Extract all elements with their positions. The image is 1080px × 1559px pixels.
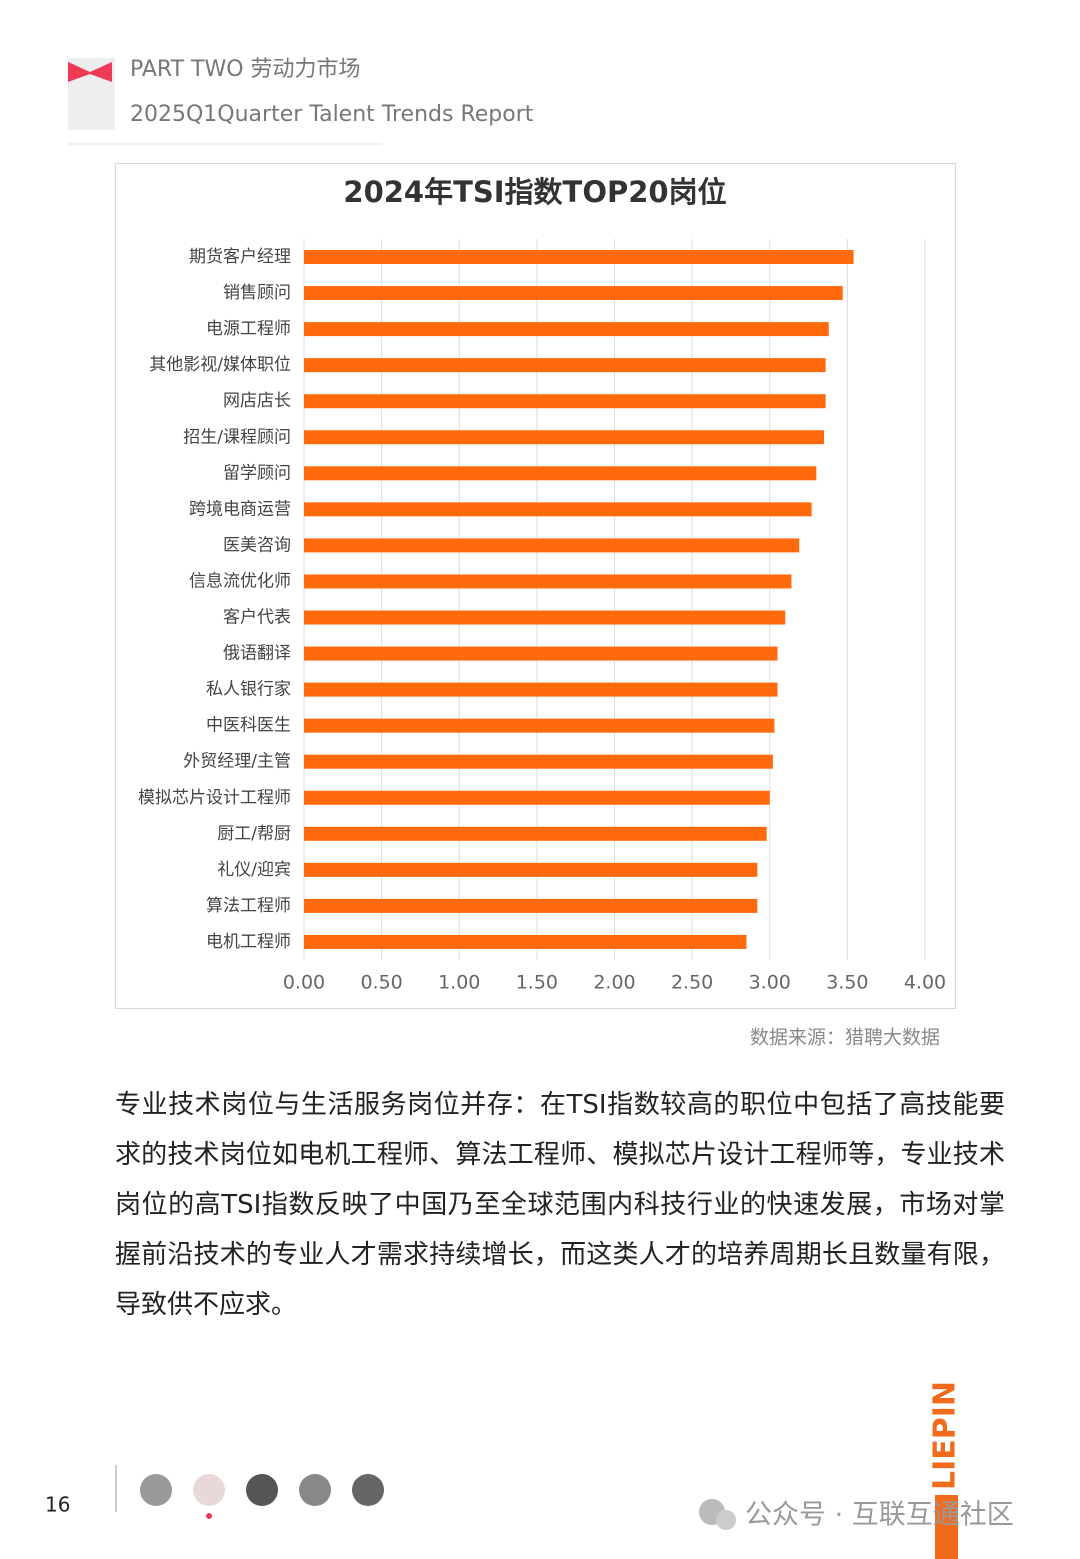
x-tick-label: 1.00 <box>438 972 480 994</box>
wechat-icon <box>716 1510 736 1530</box>
bar <box>304 934 747 949</box>
chart-title: 2024年TSI指数TOP20岗位 <box>343 175 726 209</box>
bar <box>304 322 829 337</box>
y-tick-label: 销售顾问 <box>223 283 291 303</box>
bar <box>304 358 826 373</box>
brand-bar <box>935 1495 958 1559</box>
thumb <box>140 1474 172 1506</box>
page-number: 16 <box>45 1493 70 1517</box>
x-tick-label: 3.00 <box>749 972 791 994</box>
paragraph: 专业技术岗位与生活服务岗位并存：在TSI指数较高的职位中包括了高技能要求的技术岗… <box>115 1090 1005 1320</box>
y-tick-label: 俄语翻译 <box>223 644 291 664</box>
thumb <box>246 1474 278 1506</box>
x-tick-label: 4.00 <box>904 972 946 994</box>
watermark: 公众号 · 互联互通社区 <box>745 1500 1014 1531</box>
y-tick-label: 中医科医生 <box>206 716 291 736</box>
bar <box>304 610 786 625</box>
y-tick-label: 其他影视/媒体职位 <box>149 355 291 375</box>
bar <box>304 790 770 805</box>
y-tick-label: 算法工程师 <box>206 896 291 916</box>
y-tick-label: 外贸经理/主管 <box>183 752 291 772</box>
bar <box>304 394 826 409</box>
y-tick-label: 留学顾问 <box>223 463 291 483</box>
x-tick-label: 2.50 <box>671 972 713 994</box>
bow-tie <box>68 62 112 82</box>
bar <box>304 718 775 733</box>
x-tick-label: 1.50 <box>516 972 558 994</box>
x-tick-label: 0.00 <box>283 972 325 994</box>
bar <box>304 430 825 445</box>
header-line1: PART TWO 劳动力市场 <box>130 57 361 82</box>
bar <box>304 286 843 301</box>
y-tick-label: 医美咨询 <box>223 535 291 555</box>
brand: LIEPIN <box>928 1381 963 1490</box>
bar <box>304 898 758 913</box>
y-tick-label: 厨工/帮厨 <box>217 824 291 844</box>
source: 数据来源：猎聘大数据 <box>750 1027 940 1049</box>
y-tick-label: 私人银行家 <box>206 680 291 700</box>
y-tick-label: 期货客户经理 <box>189 247 291 267</box>
y-tick-label: 电源工程师 <box>206 319 291 339</box>
plot: 0.00 0.50 1.00 1.50 2.00 2.50 3.00 3.50 4.00 期货客户… <box>138 239 946 994</box>
bar <box>304 466 817 481</box>
bar <box>304 754 773 769</box>
thumb <box>299 1474 331 1506</box>
bar <box>304 862 758 877</box>
x-tick-label: 0.50 <box>360 972 402 994</box>
bar <box>304 682 778 697</box>
thumb-dot <box>206 1513 212 1519</box>
y-tick-label: 信息流优化师 <box>189 571 291 591</box>
bar <box>304 502 812 517</box>
bar <box>304 826 767 841</box>
bar <box>304 574 792 589</box>
y-tick-label: 招生/课程顾问 <box>183 427 291 447</box>
x-tick-label: 3.50 <box>826 972 868 994</box>
header-line2: 2025Q1Quarter Talent Trends Report <box>130 102 534 127</box>
bar <box>304 646 778 661</box>
bar <box>304 250 854 264</box>
y-tick-label: 跨境电商运营 <box>189 499 291 519</box>
x-tick-label: 2.00 <box>593 972 635 994</box>
bar <box>304 538 800 553</box>
y-tick-label: 模拟芯片设计工程师 <box>138 788 291 808</box>
y-tick-label: 电机工程师 <box>206 932 291 952</box>
y-tick-label: 礼仪/迎宾 <box>217 860 291 880</box>
y-tick-label: 网店店长 <box>223 391 291 411</box>
thumb <box>193 1474 225 1506</box>
thumb <box>352 1474 384 1506</box>
y-tick-label: 客户代表 <box>223 608 291 628</box>
